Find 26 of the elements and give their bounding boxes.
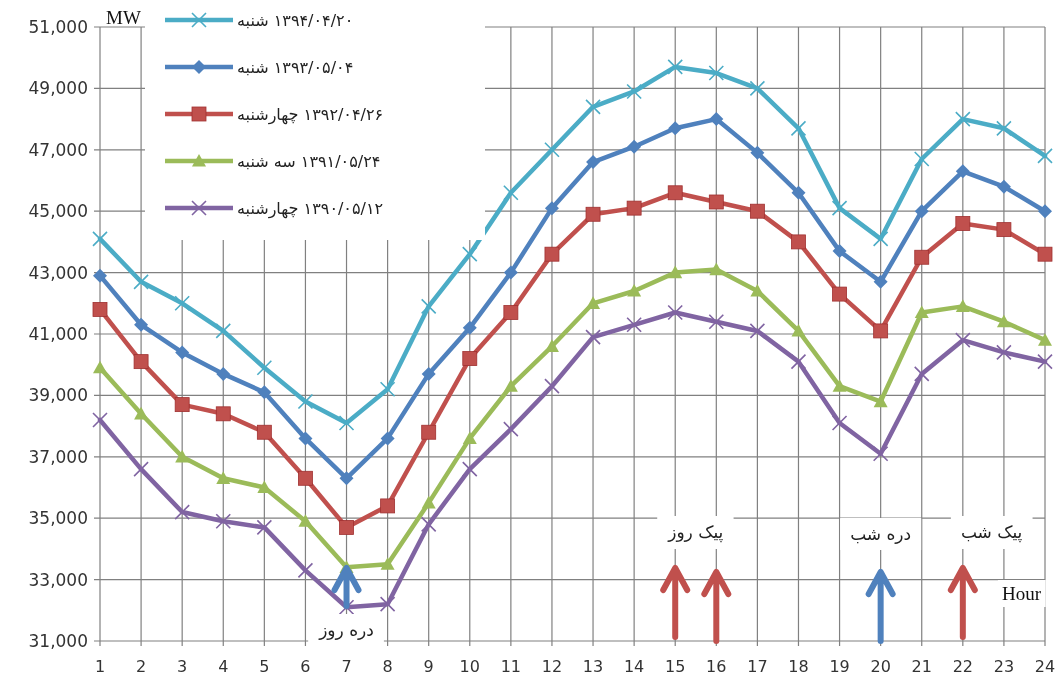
- annotation: دره روز: [308, 614, 384, 646]
- legend-label: ۱۳۹۰/۰۵/۱۲ چهارشنبه: [237, 199, 384, 219]
- annotation: دره روز: [318, 620, 374, 640]
- y-tick-label: 43,000: [28, 262, 88, 283]
- annotation: دره شب: [850, 524, 912, 544]
- y-axis-title: MW: [106, 7, 141, 28]
- annotation: پیک شب: [950, 516, 1033, 549]
- y-tick-label: 37,000: [28, 446, 88, 467]
- annotation: پیک شب: [960, 522, 1023, 543]
- annotation: پیک روز: [667, 522, 724, 543]
- y-tick-label: 47,000: [28, 139, 88, 160]
- y-tick-label: 31,000: [28, 631, 88, 651]
- y-tick-label: 39,000: [28, 385, 88, 406]
- y-tick-label: 45,000: [28, 201, 88, 222]
- legend-label: ۱۳۹۲/۰۴/۲۶ چهارشنبه: [237, 105, 384, 125]
- legend-label: ۱۳۹۴/۰۴/۲۰ شنبه: [237, 11, 354, 30]
- y-tick-label: 33,000: [28, 569, 88, 590]
- legend-label: ۱۳۹۱/۰۵/۲۴ سه شنبه: [237, 152, 381, 171]
- annotation: پیک روز: [657, 516, 734, 549]
- y-tick-label: 41,000: [28, 324, 88, 344]
- y-tick-label: 35,000: [28, 508, 88, 529]
- y-tick-label: 51,000: [28, 17, 88, 37]
- x-axis-title: Hour: [1001, 583, 1042, 604]
- annotation: دره شب: [840, 518, 922, 550]
- y-tick-label: 49,000: [28, 78, 88, 99]
- legend-label: ۱۳۹۳/۰۵/۰۴ شنبه: [237, 58, 354, 77]
